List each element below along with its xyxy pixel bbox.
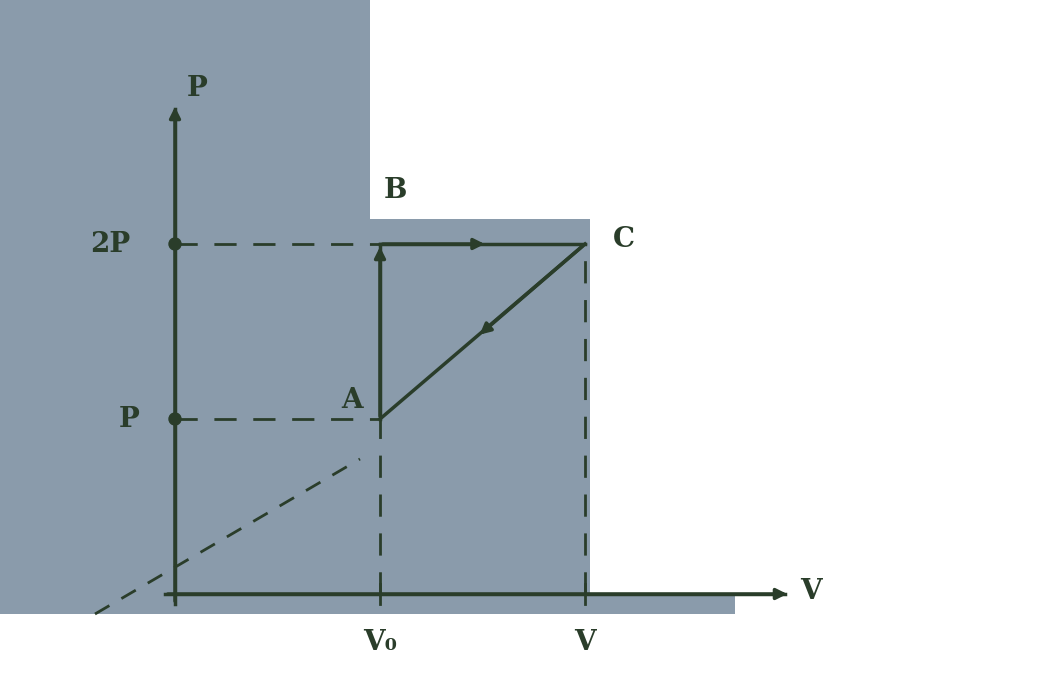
Text: C: C [613, 226, 635, 253]
Text: B: B [384, 177, 407, 204]
Text: P: P [119, 405, 140, 432]
Text: V: V [574, 629, 596, 656]
Text: P: P [187, 75, 208, 102]
Circle shape [169, 413, 181, 425]
Text: V: V [800, 578, 821, 605]
Text: A: A [341, 387, 363, 414]
Circle shape [169, 238, 181, 250]
Polygon shape [0, 0, 735, 614]
Text: V₀: V₀ [363, 629, 397, 656]
Text: 2P: 2P [90, 230, 130, 257]
